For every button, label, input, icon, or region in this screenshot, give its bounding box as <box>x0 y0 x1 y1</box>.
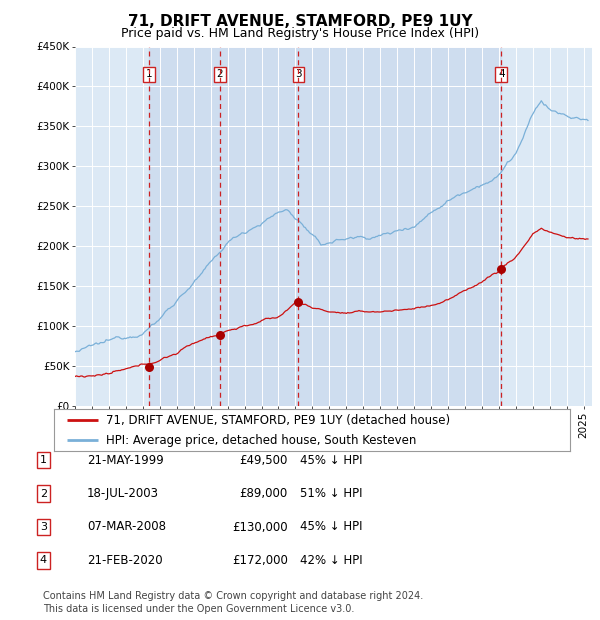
Text: 3: 3 <box>295 69 302 79</box>
Bar <box>149 46 220 406</box>
Bar <box>298 46 502 406</box>
Bar <box>220 46 298 406</box>
Text: 3: 3 <box>40 522 47 532</box>
Text: £89,000: £89,000 <box>240 487 288 500</box>
Text: 2: 2 <box>40 489 47 498</box>
Text: 71, DRIFT AVENUE, STAMFORD, PE9 1UY: 71, DRIFT AVENUE, STAMFORD, PE9 1UY <box>128 14 472 29</box>
Text: £49,500: £49,500 <box>239 454 288 466</box>
Text: 45% ↓ HPI: 45% ↓ HPI <box>300 521 362 533</box>
Text: 4: 4 <box>498 69 505 79</box>
Text: HPI: Average price, detached house, South Kesteven: HPI: Average price, detached house, Sout… <box>106 434 416 447</box>
Text: Contains HM Land Registry data © Crown copyright and database right 2024.
This d: Contains HM Land Registry data © Crown c… <box>43 591 424 614</box>
Text: £130,000: £130,000 <box>232 521 288 533</box>
Text: 45% ↓ HPI: 45% ↓ HPI <box>300 454 362 466</box>
Text: 21-FEB-2020: 21-FEB-2020 <box>87 554 163 567</box>
Text: 1: 1 <box>40 455 47 465</box>
Text: Price paid vs. HM Land Registry's House Price Index (HPI): Price paid vs. HM Land Registry's House … <box>121 27 479 40</box>
Text: 21-MAY-1999: 21-MAY-1999 <box>87 454 164 466</box>
Text: 42% ↓ HPI: 42% ↓ HPI <box>300 554 362 567</box>
Text: 71, DRIFT AVENUE, STAMFORD, PE9 1UY (detached house): 71, DRIFT AVENUE, STAMFORD, PE9 1UY (det… <box>106 414 450 427</box>
Text: £172,000: £172,000 <box>232 554 288 567</box>
Text: 07-MAR-2008: 07-MAR-2008 <box>87 521 166 533</box>
Text: 2: 2 <box>217 69 223 79</box>
Text: 51% ↓ HPI: 51% ↓ HPI <box>300 487 362 500</box>
Text: 1: 1 <box>146 69 152 79</box>
Text: 18-JUL-2003: 18-JUL-2003 <box>87 487 159 500</box>
Text: 4: 4 <box>40 556 47 565</box>
